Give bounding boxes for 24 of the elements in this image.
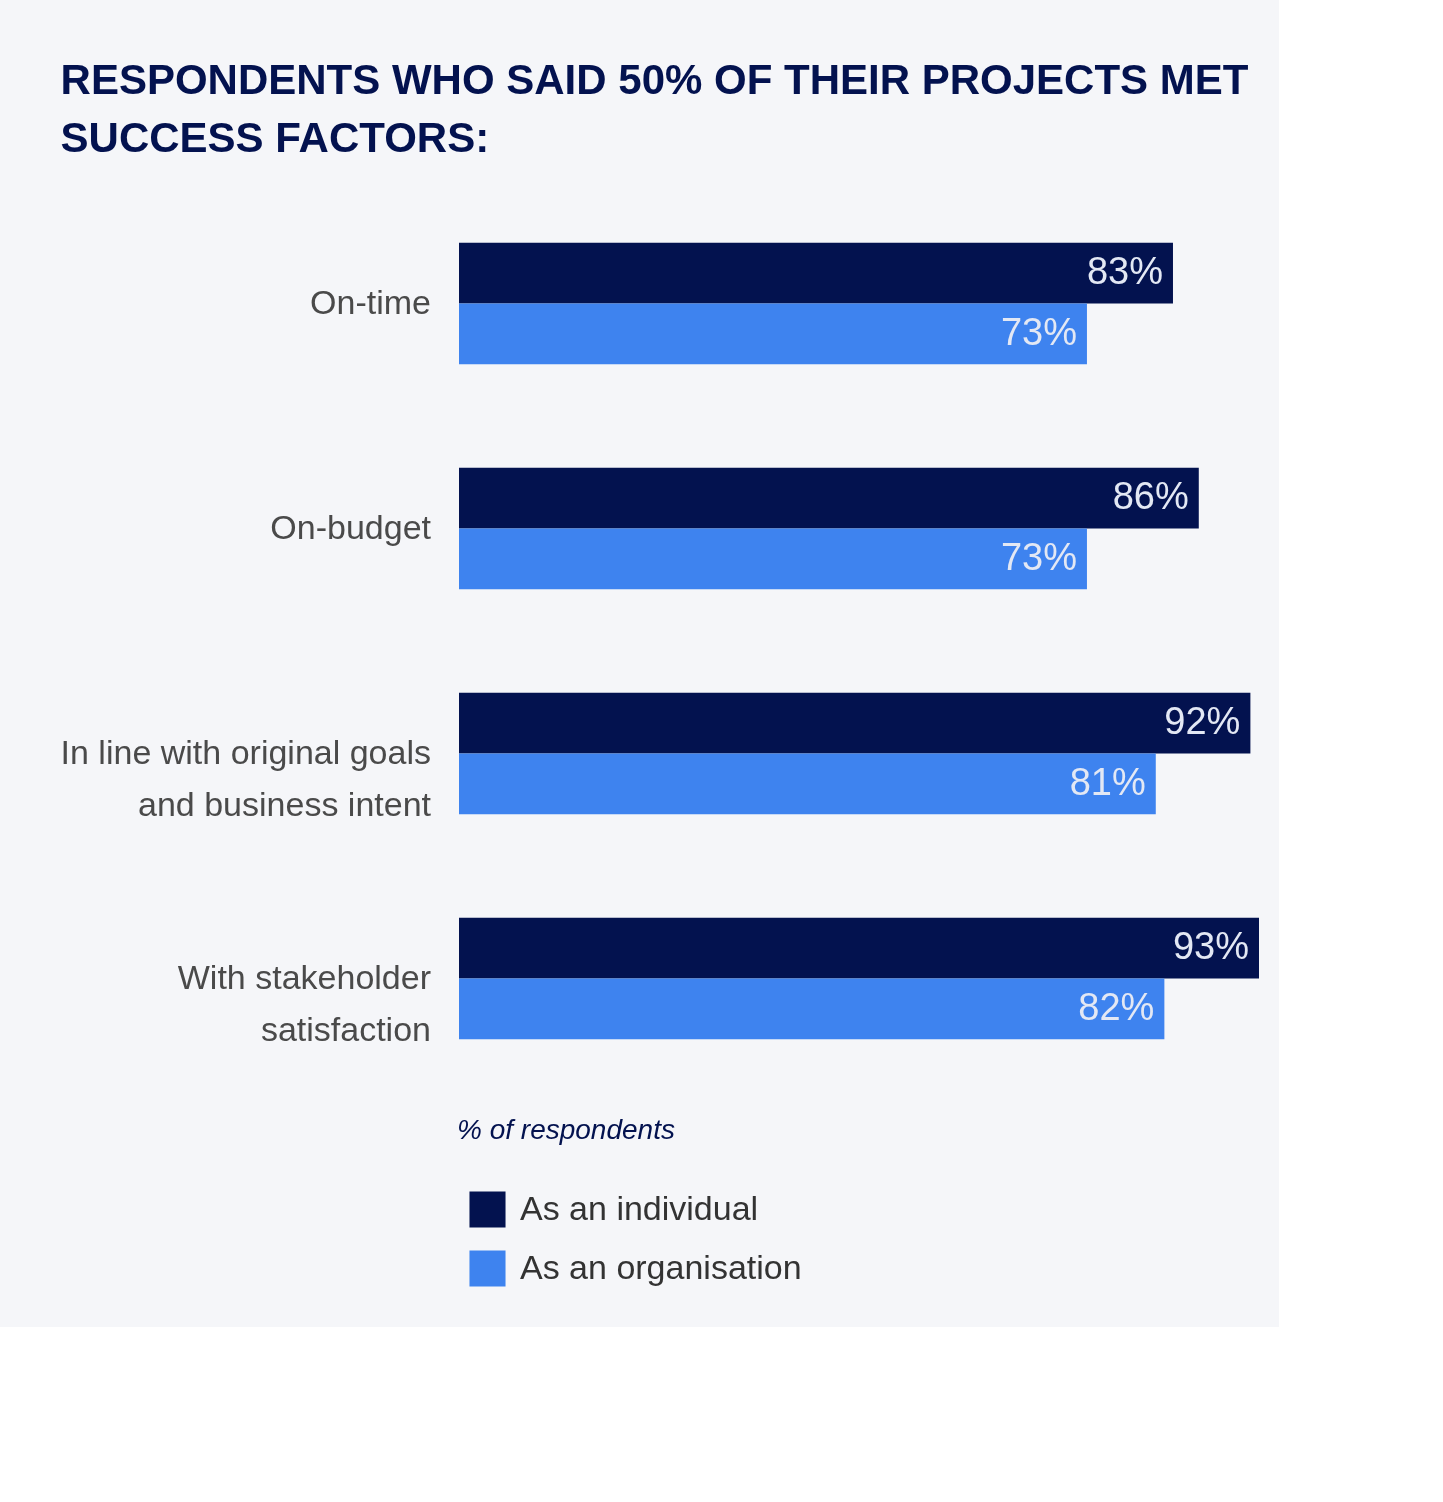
y-tick-label: In line with original goals and business intent [60, 732, 432, 823]
legend-label: As an individual [520, 1188, 759, 1227]
data-label: 83% [1086, 250, 1163, 293]
y-tick-label: With stakeholder satisfaction [177, 957, 431, 1048]
data-label: 92% [1164, 700, 1241, 743]
bar [459, 467, 1199, 529]
legend-label: As an organisation [520, 1247, 802, 1286]
bar [459, 917, 1259, 979]
data-label: 86% [1112, 475, 1189, 518]
data-label: 73% [1000, 310, 1077, 353]
bar [459, 528, 1087, 590]
data-label: 82% [1078, 985, 1155, 1028]
chart-title: RESPONDENTS WHO SAID 50% OF THEIR PROJECTS MET SUCCESS FACTORS: [60, 56, 1249, 161]
y-tick-label: On-time [310, 282, 431, 321]
data-label: 73% [1000, 535, 1077, 578]
data-label: 81% [1069, 760, 1146, 803]
y-tick-label: On-budget [270, 507, 432, 546]
data-label: 93% [1172, 925, 1249, 968]
bar [459, 303, 1087, 365]
annotation: % of respondents [457, 1114, 675, 1145]
bar [459, 978, 1165, 1040]
bar [459, 753, 1156, 815]
bar [459, 692, 1251, 754]
bar [459, 242, 1173, 304]
